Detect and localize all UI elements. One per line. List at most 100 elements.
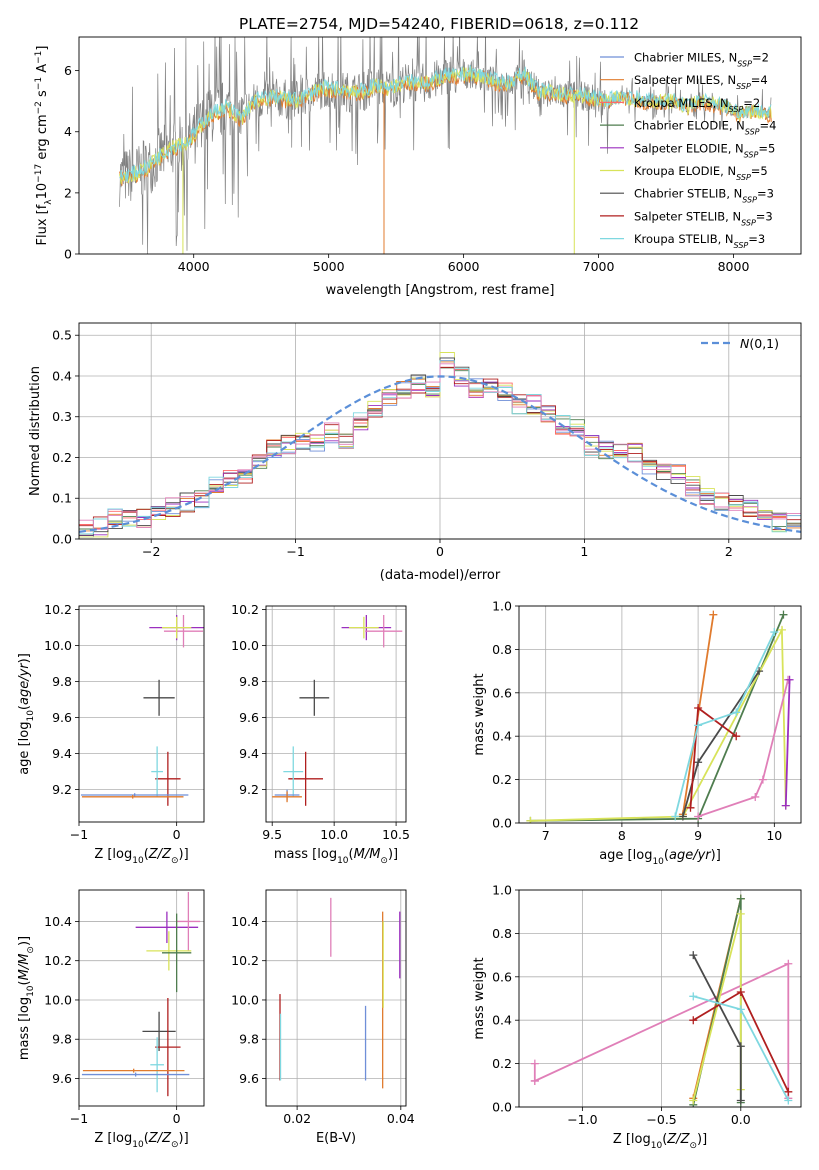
legend-label: Salpeter MILES, NSSP=4 bbox=[634, 73, 768, 91]
x-tick-label: 6000 bbox=[448, 259, 480, 274]
weight-marker bbox=[736, 987, 745, 996]
y-tick-label: 10.0 bbox=[44, 638, 72, 653]
x-tick-label: 1 bbox=[580, 544, 588, 559]
x-axis-label: wavelength [Angstrom, rest frame] bbox=[326, 283, 555, 298]
y-axis-label: mass [log10(M/M⊙)] bbox=[17, 936, 36, 1060]
plot-area bbox=[79, 352, 801, 538]
y-axis-label: mass weight bbox=[472, 673, 487, 755]
legend-label: Chabrier MILES, NSSP=2 bbox=[634, 51, 769, 69]
figure-title: PLATE=2754, MJD=54240, FIBERID=0618, z=0… bbox=[239, 15, 639, 33]
y-tick-label: 9.6 bbox=[239, 1071, 259, 1086]
axes-frame bbox=[78, 322, 802, 540]
y-axis-label: Normed distribution bbox=[28, 366, 43, 496]
x-tick-label: 9.5 bbox=[262, 827, 282, 842]
y-tick-label: 10.0 bbox=[44, 992, 72, 1007]
weight-series bbox=[689, 951, 745, 1105]
x-tick-label: 5000 bbox=[313, 259, 345, 274]
weight-series bbox=[530, 1059, 539, 1085]
legend-label: Salpeter ELODIE, NSSP=5 bbox=[634, 141, 775, 159]
axes-frame bbox=[518, 889, 802, 1108]
axes-frame bbox=[78, 36, 802, 255]
weight-marker bbox=[784, 959, 793, 968]
weight-marker bbox=[678, 812, 687, 821]
x-axis-label: E(B-V) bbox=[316, 1131, 356, 1146]
y-tick-label: 9.8 bbox=[52, 674, 72, 689]
weight-marker bbox=[751, 792, 760, 801]
y-tick-label: 0.4 bbox=[492, 1013, 512, 1028]
axes-frame bbox=[265, 605, 407, 823]
legend-label: Chabrier ELODIE, NSSP=4 bbox=[634, 119, 776, 137]
weight-line bbox=[697, 679, 789, 818]
errorbar bbox=[163, 615, 204, 648]
plot-area bbox=[526, 610, 794, 823]
x-tick-label: 8000 bbox=[718, 259, 750, 274]
y-tick-label: 10.4 bbox=[231, 914, 259, 929]
errorbar bbox=[283, 746, 304, 797]
errorbar bbox=[150, 1037, 164, 1093]
x-tick-label: 0 bbox=[173, 1111, 181, 1126]
weight-marker bbox=[709, 610, 718, 619]
weight-marker bbox=[732, 732, 741, 741]
y-tick-label: 10.2 bbox=[231, 602, 259, 617]
plot-area bbox=[119, 37, 772, 254]
x-tick-label: 0 bbox=[173, 827, 181, 842]
x-tick-label: 9 bbox=[694, 828, 702, 843]
plot-area bbox=[530, 894, 793, 1107]
weight-marker bbox=[686, 803, 695, 812]
x-tick-label: −1 bbox=[70, 1111, 88, 1126]
weight-marker bbox=[758, 775, 767, 784]
x-tick-label: 8 bbox=[618, 828, 626, 843]
weight-marker bbox=[530, 1076, 539, 1085]
y-tick-label: 0.2 bbox=[492, 1056, 512, 1071]
y-tick-label: 10.0 bbox=[231, 638, 259, 653]
x-tick-label: 0.02 bbox=[283, 1111, 311, 1126]
errorbar bbox=[272, 791, 302, 803]
errorbar bbox=[349, 616, 379, 639]
weight-series bbox=[689, 992, 793, 1105]
axes-frame bbox=[265, 889, 407, 1107]
panel-residual: −2 −1 0 1 2 0.0 0.1 0.2 0.3 0.4 0.5 (data-model)/er… bbox=[28, 322, 802, 583]
weight-line bbox=[674, 631, 776, 817]
weight-series bbox=[689, 987, 793, 1096]
y-tick-label: 9.8 bbox=[239, 1032, 259, 1047]
weight-marker bbox=[694, 758, 703, 767]
weight-series bbox=[686, 703, 741, 812]
x-tick-label: −1 bbox=[70, 827, 88, 842]
y-tick-label: 0.1 bbox=[52, 491, 72, 506]
y-tick-label: 4 bbox=[64, 124, 72, 139]
x-tick-label: −2 bbox=[142, 544, 160, 559]
weight-marker bbox=[732, 708, 741, 717]
weight-marker bbox=[785, 675, 794, 684]
weight-marker bbox=[770, 628, 779, 637]
weight-marker bbox=[781, 801, 790, 810]
errorbar bbox=[288, 751, 323, 806]
errorbar bbox=[299, 679, 330, 716]
y-axis-label: mass weight bbox=[472, 957, 487, 1039]
y-tick-label: 9.6 bbox=[239, 710, 259, 725]
y-tick-label: 0.4 bbox=[492, 729, 512, 744]
weight-line bbox=[530, 626, 787, 822]
x-tick-label: 0 bbox=[436, 544, 444, 559]
x-tick-label: 4000 bbox=[178, 259, 210, 274]
weight-marker bbox=[694, 721, 703, 730]
x-tick-label: 10.5 bbox=[382, 827, 410, 842]
weight-marker bbox=[736, 894, 745, 903]
y-tick-label: 0.4 bbox=[52, 368, 72, 383]
x-axis-label: Z [log10(Z/Z⊙)] bbox=[613, 1132, 707, 1151]
errorbar bbox=[162, 616, 192, 639]
weight-marker bbox=[689, 1016, 698, 1025]
y-tick-label: 10.4 bbox=[44, 914, 72, 929]
weight-marker bbox=[784, 1096, 793, 1105]
plot-area bbox=[272, 615, 403, 806]
errorbar bbox=[142, 1011, 176, 1052]
panel-massweight-vs-z: −1.0 −0.5 0.0 0.0 0.2 0.4 0.6 0.8 1.0 Z [log10(Z/… bbox=[472, 883, 802, 1151]
y-tick-label: 2 bbox=[64, 185, 72, 200]
x-tick-label: 0.0 bbox=[731, 1112, 751, 1127]
plot-area bbox=[81, 891, 201, 1097]
y-tick-label: 0.5 bbox=[52, 328, 72, 343]
errorbar bbox=[151, 746, 163, 797]
legend-label: Kroupa MILES, NSSP=2 bbox=[634, 96, 760, 114]
errorbar bbox=[162, 913, 192, 993]
weight-marker bbox=[689, 951, 698, 960]
